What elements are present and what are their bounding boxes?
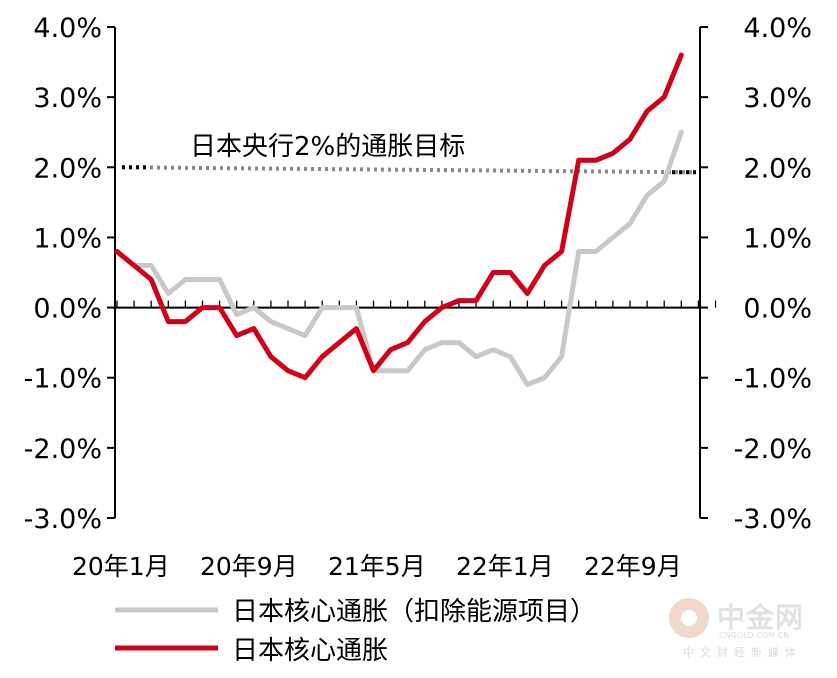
target-annotation: 日本央行2%的通胀目标 [190, 132, 465, 162]
right-y-tick-label: 4.0% [743, 13, 812, 44]
x-tick-label: 20年1月 [72, 552, 170, 581]
right-y-tick-label: -1.0% [734, 364, 812, 395]
series-line-core-ex-energy [114, 129, 684, 388]
x-tick-label: 22年9月 [584, 552, 682, 581]
series-layer [114, 52, 684, 388]
right-y-tick-label: 1.0% [743, 223, 812, 254]
chart-axes: 4.0% 4.0% 3.0% 3.0% 2.0% 2.0% 1.0% 1.0% 0.0% 0.0%… [24, 13, 812, 581]
left-y-tick-label: -1.0% [24, 364, 102, 395]
right-y-tick-label: -2.0% [734, 434, 812, 465]
left-y-tick-label: 2.0% [33, 153, 102, 184]
left-y-tick-label: -3.0% [24, 504, 102, 535]
right-y-tick-label: 0.0% [743, 294, 812, 325]
x-tick-label: 21年5月 [328, 552, 426, 581]
chart-legend: 日本核心通胀（扣除能源项目） 日本核心通胀 [115, 597, 596, 666]
left-y-tick-label: 0.0% [33, 294, 102, 325]
right-y-tick-label: 3.0% [743, 83, 812, 114]
left-y-tick-label: 4.0% [33, 13, 102, 44]
watermark: 中金网 CNGOLD.COM.CN 中文财经新媒体 [665, 592, 825, 662]
left-y-tick-label: -2.0% [24, 434, 102, 465]
target-line-group [121, 165, 698, 175]
x-tick-label: 20年9月 [200, 552, 298, 581]
right-y-tick-label: 2.0% [743, 153, 812, 184]
left-y-tick-label: 1.0% [33, 223, 102, 254]
watermark-subtitle: 中文财经新媒体 [683, 646, 802, 659]
watermark-url: CNGOLD.COM.CN [719, 631, 790, 640]
target-dotted-line [121, 165, 695, 175]
legend-label-core: 日本核心通胀 [232, 636, 388, 666]
series-line-core [114, 52, 684, 381]
x-tick-label: 22年1月 [456, 552, 554, 581]
legend-label-core-ex-energy: 日本核心通胀（扣除能源项目） [232, 597, 596, 627]
watermark-name: 中金网 [717, 601, 805, 634]
watermark-logo-icon [669, 598, 709, 638]
left-y-tick-label: 3.0% [33, 83, 102, 114]
right-y-tick-label: -3.0% [734, 504, 812, 535]
